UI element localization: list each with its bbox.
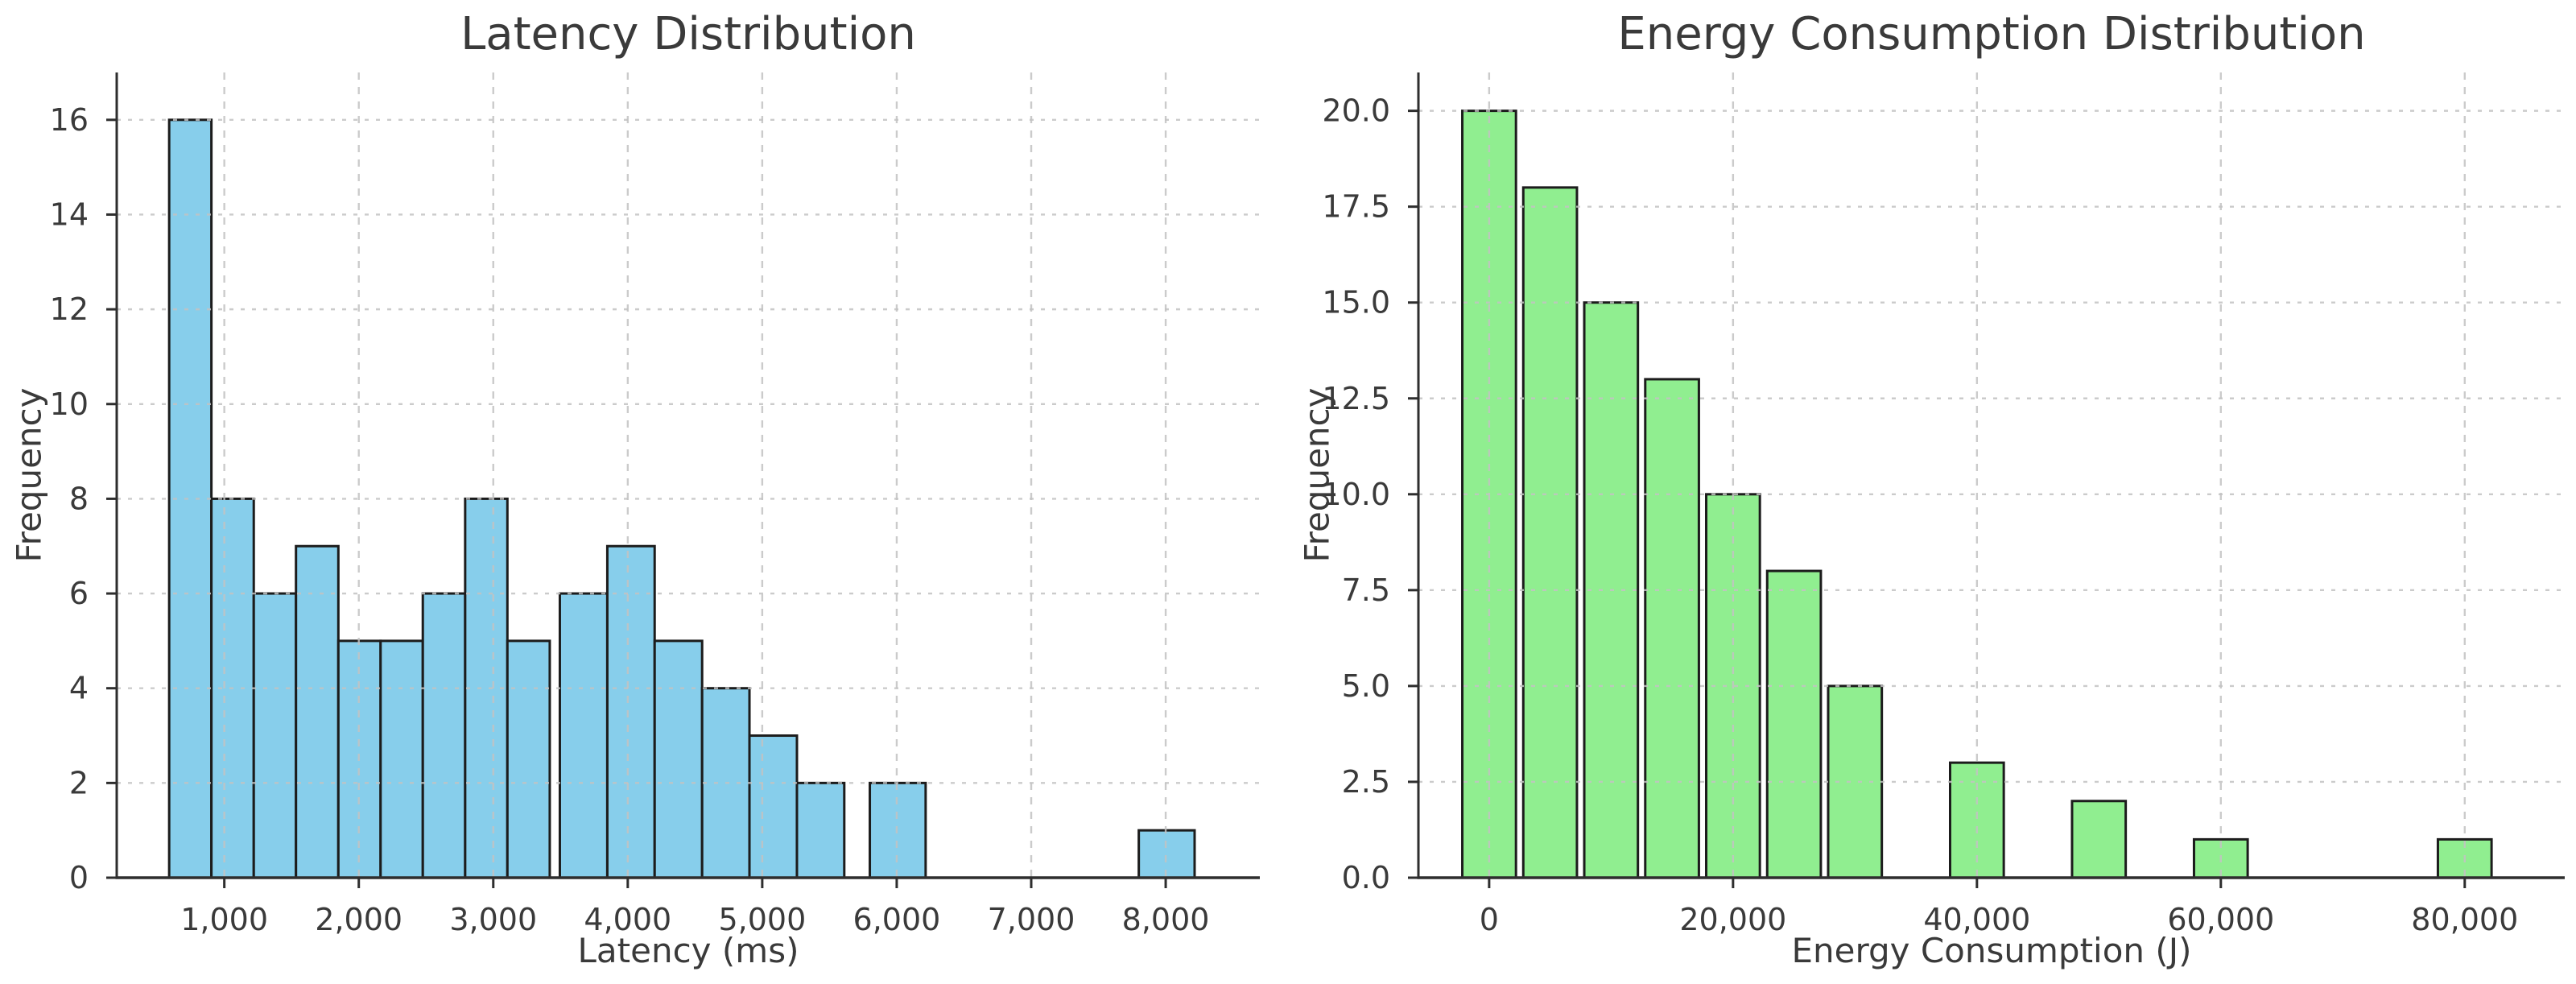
energy-histogram: 0 20,000 40,000 60,000 80,000 0.0 2.5 5.0 7.5 10.… — [1288, 0, 2576, 984]
y-tick-label: 5.0 — [1342, 668, 1390, 704]
x-tick-label: 3,000 — [449, 902, 537, 937]
y-tick-label: 20.0 — [1322, 93, 1390, 129]
x-tick-label: 4,000 — [584, 902, 671, 937]
histogram-bar — [748, 734, 799, 879]
histogram-bar — [1765, 569, 1823, 879]
histogram-bar — [653, 639, 704, 879]
y-axis-label: Frequency — [1297, 387, 1337, 563]
histogram-bar — [1137, 829, 1196, 879]
y-tick-label: 6 — [69, 576, 89, 611]
y-tick-label: 4 — [69, 671, 89, 706]
histogram-bar — [795, 781, 846, 879]
y-tick-label: 15.0 — [1322, 285, 1390, 320]
energy-plot-area: 0 20,000 40,000 60,000 80,000 0.0 2.5 5.0 7.5 10.… — [1322, 72, 2565, 937]
y-tick-label: 12.5 — [1322, 381, 1390, 416]
x-tick-label: 0 — [1480, 902, 1499, 937]
y-tick-label: 10 — [50, 387, 89, 422]
x-tick-label: 8,000 — [1122, 902, 1210, 937]
histogram-bar — [506, 639, 551, 879]
x-tick-label: 7,000 — [988, 902, 1075, 937]
y-tick-label: 0 — [69, 860, 89, 895]
histogram-bar — [421, 592, 467, 879]
y-tick-label: 8 — [69, 481, 89, 516]
y-tick-label: 2 — [69, 765, 89, 800]
x-tick-label: 1,000 — [180, 902, 268, 937]
chart-title: Latency Distribution — [460, 8, 916, 60]
histogram-bar — [2070, 800, 2128, 879]
x-tick-label: 20,000 — [1679, 902, 1786, 937]
y-tick-label: 7.5 — [1342, 573, 1390, 608]
x-axis-label: Energy Consumption (J) — [1791, 931, 2192, 970]
y-tick-label: 0.0 — [1342, 860, 1390, 895]
x-tick-label: 40,000 — [1923, 902, 2030, 937]
y-tick-label: 12 — [50, 291, 89, 327]
y-tick-label: 10.0 — [1322, 477, 1390, 512]
histogram-bar — [1521, 186, 1579, 879]
y-tick-label: 16 — [50, 102, 89, 138]
chart-title: Energy Consumption Distribution — [1617, 8, 2366, 60]
y-tick-label: 17.5 — [1322, 189, 1390, 225]
histogram-bar — [869, 781, 927, 879]
latency-plot-area: 1,000 2,000 3,000 4,000 5,000 6,000 7,000 8,000… — [50, 72, 1260, 937]
y-tick-label: 2.5 — [1342, 764, 1390, 800]
x-tick-label: 5,000 — [718, 902, 806, 937]
histogram-bar — [1644, 378, 1700, 879]
histogram-bar — [295, 544, 340, 879]
x-tick-label: 2,000 — [315, 902, 402, 937]
histogram-bar — [252, 592, 298, 879]
x-tick-label: 80,000 — [2411, 902, 2518, 937]
x-tick-label: 60,000 — [2167, 902, 2274, 937]
x-axis-label: Latency (ms) — [577, 931, 799, 970]
histogram-bar — [558, 592, 609, 879]
y-tick-label: 14 — [50, 196, 89, 232]
y-axis-label: Frequency — [9, 387, 49, 563]
histogram-bar — [605, 544, 656, 879]
x-tick-label: 6,000 — [853, 902, 941, 937]
latency-histogram: 1,000 2,000 3,000 4,000 5,000 6,000 7,000 8,000… — [9, 8, 1260, 970]
histogram-bar — [379, 639, 424, 879]
